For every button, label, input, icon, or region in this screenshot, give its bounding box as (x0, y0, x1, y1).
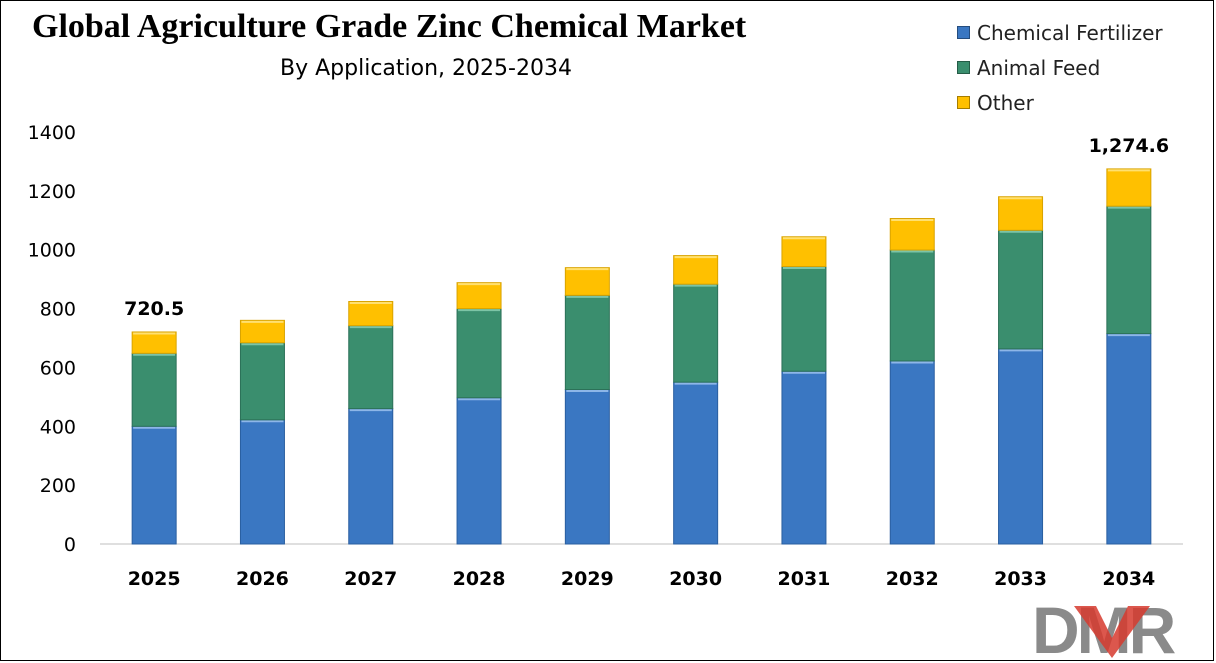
legend-label: Other (977, 90, 1034, 115)
bar-segment-chemical-fertilizer (998, 348, 1044, 545)
bar-segment-other (1106, 168, 1152, 207)
bar-segment-animal-feed (456, 308, 502, 399)
bar-segment-other (781, 236, 827, 267)
bar-segment-animal-feed (348, 325, 394, 410)
bar-segment-animal-feed (1106, 205, 1152, 335)
bar-segment-other (456, 282, 502, 310)
y-tick-label: 400 (40, 416, 76, 438)
bar-segment-chemical-fertilizer (456, 397, 502, 545)
legend-swatch (957, 96, 970, 109)
legend-label: Chemical Fertilizer (977, 20, 1163, 45)
y-tick-label: 600 (40, 357, 76, 379)
bar-segment-animal-feed (998, 229, 1044, 350)
bar-segment-other (348, 301, 394, 327)
bar-segment-animal-feed (889, 249, 935, 362)
dmr-logo-accent (1074, 606, 1150, 658)
bar-segment-chemical-fertilizer (1106, 333, 1152, 545)
dmr-logo-mark: DMR (1032, 593, 1179, 663)
legend-label: Animal Feed (977, 55, 1101, 80)
x-tick-label: 2033 (994, 568, 1047, 590)
bar-segment-other (998, 196, 1044, 231)
x-tick-label: 2027 (344, 568, 397, 590)
bar-segment-other (889, 218, 935, 251)
bar-segment-chemical-fertilizer (781, 370, 827, 545)
x-tick-label: 2026 (236, 568, 289, 590)
y-tick-label: 0 (64, 534, 76, 556)
y-tick-label: 800 (40, 299, 76, 321)
bar-segment-other (673, 255, 719, 285)
legend-swatch (957, 61, 970, 74)
x-tick-label: 2029 (561, 568, 614, 590)
y-tick-label: 1200 (28, 181, 76, 203)
bar-segment-chemical-fertilizer (239, 419, 285, 545)
bar-segment-chemical-fertilizer (673, 381, 719, 545)
bar-segment-chemical-fertilizer (889, 360, 935, 545)
chart-title: Global Agriculture Grade Zinc Chemical M… (32, 8, 747, 45)
y-tick-label: 1400 (28, 122, 76, 144)
bar-segment-animal-feed (564, 294, 610, 391)
bar-segment-animal-feed (781, 265, 827, 372)
data-label: 1,274.6 (1089, 135, 1170, 157)
bar-segment-other (239, 319, 285, 344)
chart-subtitle: By Application, 2025-2034 (280, 56, 572, 81)
bar-segment-other (131, 331, 177, 354)
data-label: 720.5 (124, 298, 184, 320)
x-tick-label: 2028 (453, 568, 506, 590)
legend-item-animal-feed: Animal Feed (957, 50, 1163, 85)
legend-item-other: Other (957, 85, 1163, 120)
bar-segment-animal-feed (131, 352, 177, 427)
x-tick-label: 2025 (128, 568, 181, 590)
x-tick-label: 2034 (1102, 568, 1155, 590)
x-tick-label: 2030 (669, 568, 722, 590)
x-tick-label: 2032 (886, 568, 939, 590)
legend-swatch (957, 26, 970, 39)
bar-segment-animal-feed (673, 283, 719, 383)
y-tick-label: 1000 (28, 240, 76, 262)
dmr-logo: DMR (1030, 593, 1200, 663)
legend: Chemical Fertilizer Animal Feed Other (957, 15, 1163, 120)
bar-segment-chemical-fertilizer (564, 389, 610, 545)
bar-segment-chemical-fertilizer (131, 425, 177, 545)
bar-segment-animal-feed (239, 342, 285, 421)
legend-item-chemical-fertilizer: Chemical Fertilizer (957, 15, 1163, 50)
x-tick-label: 2031 (778, 568, 831, 590)
bar-segment-other (564, 267, 610, 296)
y-tick-label: 200 (40, 475, 76, 497)
bar-segment-chemical-fertilizer (348, 408, 394, 545)
